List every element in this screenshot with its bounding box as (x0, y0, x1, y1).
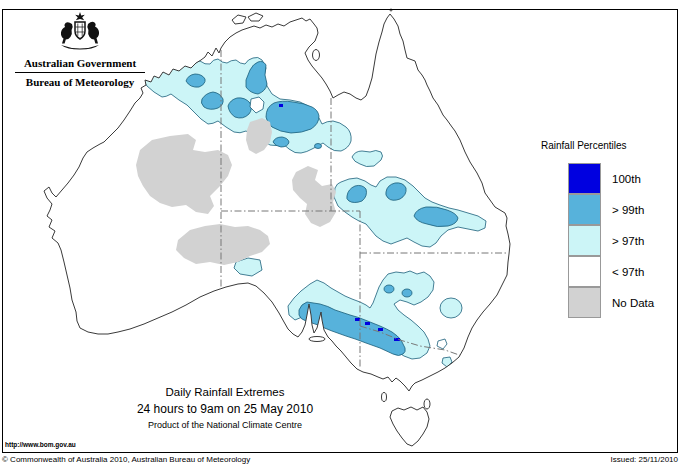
logo-divider (15, 72, 145, 73)
legend-label: > 97th (612, 235, 644, 247)
map-product: Product of the National Climate Centre (100, 420, 350, 430)
legend-item: No Data (538, 287, 678, 318)
legend-swatch-99th (568, 194, 601, 225)
bom-logo: Australian Government Bureau of Meteorol… (15, 11, 145, 88)
legend: Rainfall Percentiles 100th > 99th > 97th… (538, 140, 678, 318)
bureau-label: Bureau of Meteorology (15, 76, 145, 88)
legend-swatch-100th (568, 163, 601, 194)
legend-title: Rainfall Percentiles (541, 140, 678, 151)
legend-label: 100th (612, 173, 641, 185)
footer-copyright: © Commonwealth of Australia 2010, Austra… (2, 455, 250, 464)
legend-swatch-below97th (568, 256, 601, 287)
legend-label: > 99th (612, 204, 644, 216)
legend-item: < 97th (538, 256, 678, 287)
footer-issued: Issued: 25/11/2010 (611, 455, 678, 464)
bom-url: http://www.bom.gov.au (5, 441, 76, 448)
map-subtitle: 24 hours to 9am on 25 May 2010 (100, 402, 350, 416)
coat-of-arms-icon (54, 11, 106, 55)
legend-swatch-97th (568, 225, 601, 256)
legend-swatch-nodata (568, 287, 601, 318)
legend-label: < 97th (612, 266, 644, 278)
legend-label: No Data (612, 297, 654, 309)
government-label: Australian Government (15, 57, 145, 69)
legend-item: > 99th (538, 194, 678, 225)
legend-item: > 97th (538, 225, 678, 256)
footer: © Commonwealth of Australia 2010, Austra… (2, 455, 678, 464)
map-title: Daily Rainfall Extremes (100, 386, 350, 398)
map-caption: Daily Rainfall Extremes 24 hours to 9am … (100, 386, 350, 430)
legend-item: 100th (538, 163, 678, 194)
weather-map-page: Australian Government Bureau of Meteorol… (0, 0, 680, 467)
